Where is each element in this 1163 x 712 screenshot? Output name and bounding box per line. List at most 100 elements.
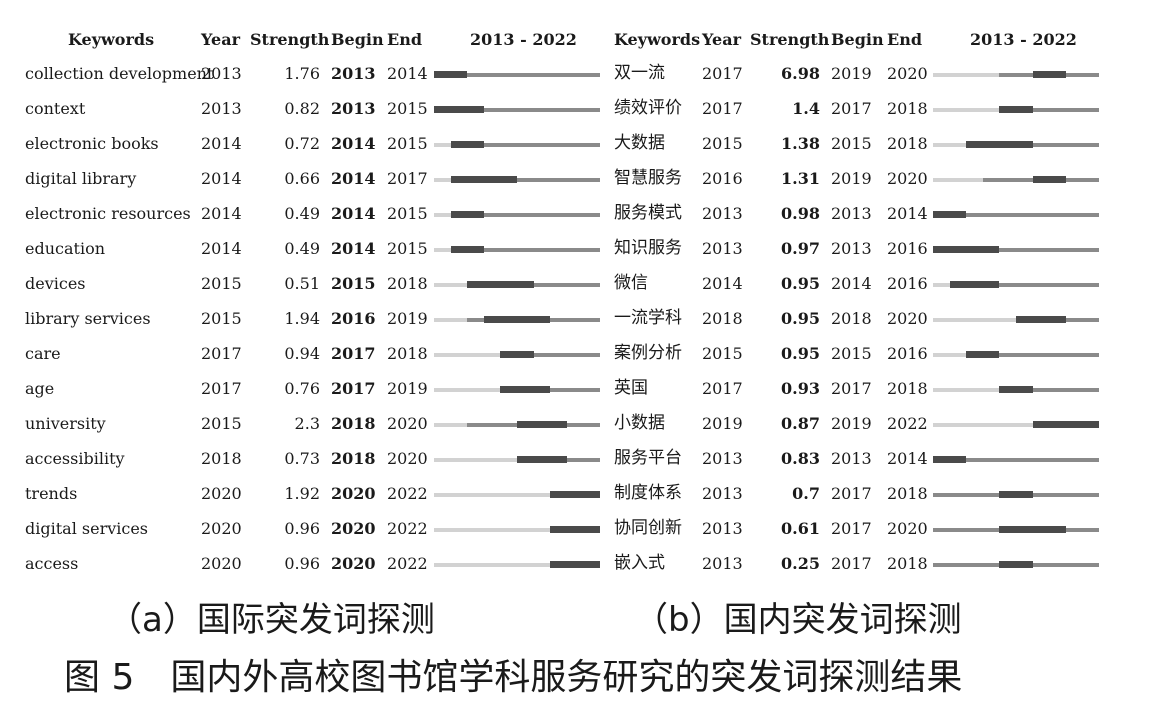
end-cell: 2018 <box>887 484 928 503</box>
keyword-cell: 知识服务 <box>614 238 682 258</box>
end-cell: 2015 <box>387 239 428 258</box>
timeline-burst-segment <box>517 421 567 428</box>
table-row: 服务平台 2013 0.83 2013 2014 <box>610 441 1110 476</box>
end-cell: 2018 <box>387 344 428 363</box>
year-cell: 2017 <box>201 344 242 363</box>
timeline-burst-segment <box>999 526 1066 533</box>
strength-cell: 1.76 <box>284 64 320 83</box>
strength-cell: 0.95 <box>781 274 820 293</box>
year-cell: 2018 <box>201 449 242 468</box>
timeline-before-segment <box>434 248 451 252</box>
subcaption-a: （a）国际突发词探测 <box>108 600 435 640</box>
keyword-cell: 英国 <box>614 378 648 398</box>
timeline-active-segment <box>999 388 1099 392</box>
strength-cell: 0.49 <box>284 204 320 223</box>
strength-cell: 0.93 <box>781 379 820 398</box>
end-cell: 2020 <box>387 414 428 433</box>
keyword-cell: digital library <box>25 169 137 188</box>
timeline-before-segment <box>933 423 1033 427</box>
end-cell: 2014 <box>387 64 428 83</box>
strength-cell: 0.96 <box>284 554 320 573</box>
header-range: 2013 - 2022 <box>470 30 577 49</box>
strength-cell: 0.97 <box>781 239 820 258</box>
year-cell: 2017 <box>201 379 242 398</box>
end-cell: 2020 <box>887 309 928 328</box>
begin-cell: 2018 <box>331 449 376 468</box>
burst-timeline <box>933 281 1099 288</box>
header-year: Year <box>702 30 742 49</box>
strength-cell: 0.87 <box>781 414 820 433</box>
burst-timeline <box>933 491 1099 498</box>
keyword-cell: 智慧服务 <box>614 168 682 188</box>
end-cell: 2019 <box>387 379 428 398</box>
table-row: library services 2015 1.94 2016 2019 <box>20 301 605 336</box>
keyword-cell: 服务模式 <box>614 203 682 223</box>
table-row: digital services 2020 0.96 2020 2022 <box>20 511 605 546</box>
table-row: electronic resources 2014 0.49 2014 2015 <box>20 196 605 231</box>
subcaption-b: （b）国内突发词探测 <box>634 600 962 640</box>
timeline-burst-segment <box>450 141 484 148</box>
table-row: devices 2015 0.51 2015 2018 <box>20 266 605 301</box>
timeline-burst-segment <box>933 211 967 218</box>
burst-timeline <box>933 351 1099 358</box>
burst-timeline <box>933 106 1099 113</box>
burst-timeline <box>933 211 1099 218</box>
end-cell: 2022 <box>387 484 428 503</box>
timeline-burst-segment <box>550 561 600 568</box>
burst-table-international: collection development 2013 1.76 2013 2014 co… <box>20 56 605 581</box>
timeline-burst-segment <box>434 71 468 78</box>
begin-cell: 2013 <box>331 99 376 118</box>
timeline-burst-segment <box>1032 176 1066 183</box>
timeline-burst-segment <box>966 141 1033 148</box>
burst-table-domestic: 双一流 2017 6.98 2019 2020 绩效评价 2017 1.4 2017 2018 大数… <box>610 56 1110 581</box>
begin-cell: 2014 <box>331 169 376 188</box>
keyword-cell: 绩效评价 <box>614 98 682 118</box>
begin-cell: 2014 <box>331 239 376 258</box>
timeline-burst-segment <box>999 491 1033 498</box>
timeline-active-segment <box>949 283 1099 287</box>
timeline-burst-segment <box>999 386 1033 393</box>
keyword-cell: 微信 <box>614 273 648 293</box>
burst-timeline <box>434 316 600 323</box>
year-cell: 2020 <box>201 484 242 503</box>
end-cell: 2014 <box>887 449 928 468</box>
burst-timeline <box>434 561 600 568</box>
table-row: 绩效评价 2017 1.4 2017 2018 <box>610 91 1110 126</box>
strength-cell: 1.4 <box>792 99 820 118</box>
table-row: 协同创新 2013 0.61 2017 2020 <box>610 511 1110 546</box>
burst-timeline <box>933 316 1099 323</box>
begin-cell: 2017 <box>831 99 872 118</box>
begin-cell: 2017 <box>331 344 376 363</box>
begin-cell: 2013 <box>331 64 376 83</box>
header-keywords: Keywords <box>614 30 701 49</box>
end-cell: 2016 <box>887 344 928 363</box>
keyword-cell: devices <box>25 274 86 293</box>
timeline-before-segment <box>434 423 468 427</box>
timeline-burst-segment <box>450 246 484 253</box>
year-cell: 2020 <box>201 519 242 538</box>
year-cell: 2017 <box>702 379 743 398</box>
timeline-active-segment <box>933 458 1099 462</box>
burst-timeline <box>434 281 600 288</box>
begin-cell: 2017 <box>831 484 872 503</box>
burst-timeline <box>434 141 600 148</box>
timeline-burst-segment <box>949 281 1000 288</box>
burst-timeline <box>434 106 600 113</box>
keyword-cell: age <box>25 379 55 398</box>
keyword-cell: 嵌入式 <box>614 553 665 573</box>
end-cell: 2022 <box>387 554 428 573</box>
begin-cell: 2019 <box>831 169 872 188</box>
end-cell: 2018 <box>887 99 928 118</box>
begin-cell: 2014 <box>331 204 376 223</box>
timeline-active-segment <box>450 178 600 182</box>
year-cell: 2013 <box>702 449 743 468</box>
end-cell: 2020 <box>887 64 928 83</box>
timeline-burst-segment <box>450 176 517 183</box>
begin-cell: 2017 <box>831 379 872 398</box>
timeline-burst-segment <box>1032 421 1099 428</box>
keyword-cell: university <box>25 414 106 433</box>
header-begin: Begin <box>831 30 884 49</box>
timeline-active-segment <box>450 248 600 252</box>
timeline-before-segment <box>933 178 983 182</box>
header-end: End <box>387 30 423 49</box>
